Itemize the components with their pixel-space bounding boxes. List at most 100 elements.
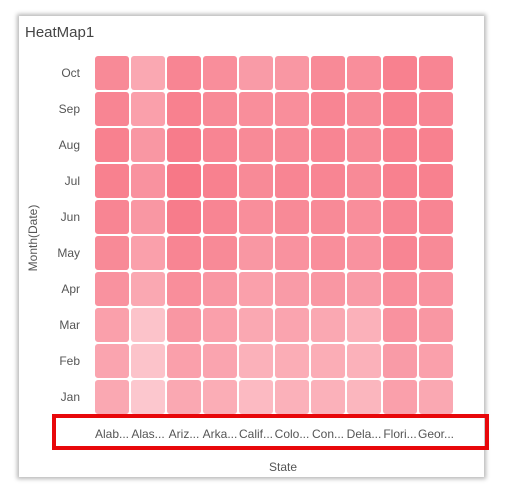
heatmap-cell[interactable] bbox=[419, 308, 453, 342]
heatmap-cell[interactable] bbox=[311, 308, 345, 342]
heatmap-cell[interactable] bbox=[131, 380, 165, 414]
heatmap-cell[interactable] bbox=[239, 308, 273, 342]
heatmap-cell[interactable] bbox=[95, 200, 129, 234]
heatmap-cell[interactable] bbox=[167, 308, 201, 342]
heatmap-cell[interactable] bbox=[383, 308, 417, 342]
heatmap-cell[interactable] bbox=[95, 92, 129, 126]
heatmap-cell[interactable] bbox=[239, 92, 273, 126]
heatmap-cell[interactable] bbox=[239, 272, 273, 306]
heatmap-cell[interactable] bbox=[419, 272, 453, 306]
heatmap-cell[interactable] bbox=[419, 128, 453, 162]
heatmap-cell[interactable] bbox=[311, 344, 345, 378]
heatmap-cell[interactable] bbox=[95, 56, 129, 90]
heatmap-cell[interactable] bbox=[311, 56, 345, 90]
heatmap-cell[interactable] bbox=[311, 236, 345, 270]
heatmap-cell[interactable] bbox=[275, 272, 309, 306]
heatmap-cell[interactable] bbox=[203, 380, 237, 414]
heatmap-cell[interactable] bbox=[275, 236, 309, 270]
heatmap-cell[interactable] bbox=[311, 128, 345, 162]
heatmap-cell[interactable] bbox=[311, 92, 345, 126]
heatmap-cell[interactable] bbox=[131, 56, 165, 90]
heatmap-cell[interactable] bbox=[239, 380, 273, 414]
heatmap-cell[interactable] bbox=[383, 128, 417, 162]
heatmap-cell[interactable] bbox=[203, 164, 237, 198]
heatmap-cell[interactable] bbox=[311, 164, 345, 198]
heatmap-cell[interactable] bbox=[347, 92, 381, 126]
heatmap-cell[interactable] bbox=[167, 200, 201, 234]
heatmap-cell[interactable] bbox=[383, 380, 417, 414]
heatmap-cell[interactable] bbox=[383, 56, 417, 90]
heatmap-cell[interactable] bbox=[239, 200, 273, 234]
heatmap-cell[interactable] bbox=[203, 308, 237, 342]
heatmap-cell[interactable] bbox=[203, 92, 237, 126]
heatmap-cell[interactable] bbox=[239, 164, 273, 198]
heatmap-cell[interactable] bbox=[383, 92, 417, 126]
heatmap-cell[interactable] bbox=[419, 236, 453, 270]
heatmap-cell[interactable] bbox=[203, 128, 237, 162]
heatmap-cell[interactable] bbox=[95, 380, 129, 414]
heatmap-cell[interactable] bbox=[131, 92, 165, 126]
heatmap-cell[interactable] bbox=[419, 344, 453, 378]
heatmap-cell[interactable] bbox=[347, 200, 381, 234]
heatmap-cell[interactable] bbox=[167, 56, 201, 90]
heatmap-cell[interactable] bbox=[383, 344, 417, 378]
heatmap-cell[interactable] bbox=[419, 92, 453, 126]
heatmap-cell[interactable] bbox=[95, 308, 129, 342]
heatmap-cell[interactable] bbox=[275, 56, 309, 90]
heatmap-cell[interactable] bbox=[131, 164, 165, 198]
heatmap-cell[interactable] bbox=[95, 164, 129, 198]
heatmap-cell[interactable] bbox=[131, 272, 165, 306]
heatmap-cell[interactable] bbox=[95, 236, 129, 270]
heatmap-cell[interactable] bbox=[347, 308, 381, 342]
heatmap-cell[interactable] bbox=[167, 236, 201, 270]
heatmap-cell[interactable] bbox=[167, 272, 201, 306]
heatmap-cell[interactable] bbox=[275, 380, 309, 414]
heatmap-cell[interactable] bbox=[167, 92, 201, 126]
heatmap-cell[interactable] bbox=[203, 56, 237, 90]
heatmap-cell[interactable] bbox=[95, 128, 129, 162]
heatmap-cell[interactable] bbox=[383, 236, 417, 270]
heatmap-cell[interactable] bbox=[131, 200, 165, 234]
heatmap-cell[interactable] bbox=[167, 164, 201, 198]
heatmap-cell[interactable] bbox=[275, 92, 309, 126]
heatmap-cell[interactable] bbox=[203, 200, 237, 234]
heatmap-cell[interactable] bbox=[347, 344, 381, 378]
heatmap-cell[interactable] bbox=[131, 344, 165, 378]
heatmap-cell[interactable] bbox=[311, 380, 345, 414]
heatmap-cell[interactable] bbox=[311, 272, 345, 306]
heatmap-cell[interactable] bbox=[383, 272, 417, 306]
heatmap-cell[interactable] bbox=[203, 272, 237, 306]
heatmap-cell[interactable] bbox=[275, 200, 309, 234]
heatmap-cell[interactable] bbox=[239, 236, 273, 270]
heatmap-cell[interactable] bbox=[275, 164, 309, 198]
heatmap-cell[interactable] bbox=[95, 344, 129, 378]
heatmap-cell[interactable] bbox=[203, 236, 237, 270]
heatmap-cell[interactable] bbox=[347, 56, 381, 90]
heatmap-cell[interactable] bbox=[275, 128, 309, 162]
heatmap-cell[interactable] bbox=[167, 128, 201, 162]
heatmap-cell[interactable] bbox=[419, 200, 453, 234]
heatmap-cell[interactable] bbox=[347, 272, 381, 306]
heatmap-cell[interactable] bbox=[239, 56, 273, 90]
heatmap-cell[interactable] bbox=[275, 344, 309, 378]
heatmap-cell[interactable] bbox=[239, 344, 273, 378]
heatmap-cell[interactable] bbox=[347, 380, 381, 414]
heatmap-cell[interactable] bbox=[383, 164, 417, 198]
heatmap-cell[interactable] bbox=[347, 236, 381, 270]
heatmap-cell[interactable] bbox=[131, 128, 165, 162]
heatmap-cell[interactable] bbox=[311, 200, 345, 234]
heatmap-cell[interactable] bbox=[347, 164, 381, 198]
heatmap-cell[interactable] bbox=[203, 344, 237, 378]
heatmap-cell[interactable] bbox=[347, 128, 381, 162]
heatmap-cell[interactable] bbox=[239, 128, 273, 162]
heatmap-cell[interactable] bbox=[383, 200, 417, 234]
heatmap-cell[interactable] bbox=[275, 308, 309, 342]
heatmap-cell[interactable] bbox=[131, 308, 165, 342]
heatmap-cell[interactable] bbox=[419, 164, 453, 198]
heatmap-cell[interactable] bbox=[167, 344, 201, 378]
heatmap-cell[interactable] bbox=[419, 56, 453, 90]
heatmap-cell[interactable] bbox=[419, 380, 453, 414]
heatmap-cell[interactable] bbox=[131, 236, 165, 270]
heatmap-cell[interactable] bbox=[95, 272, 129, 306]
heatmap-cell[interactable] bbox=[167, 380, 201, 414]
